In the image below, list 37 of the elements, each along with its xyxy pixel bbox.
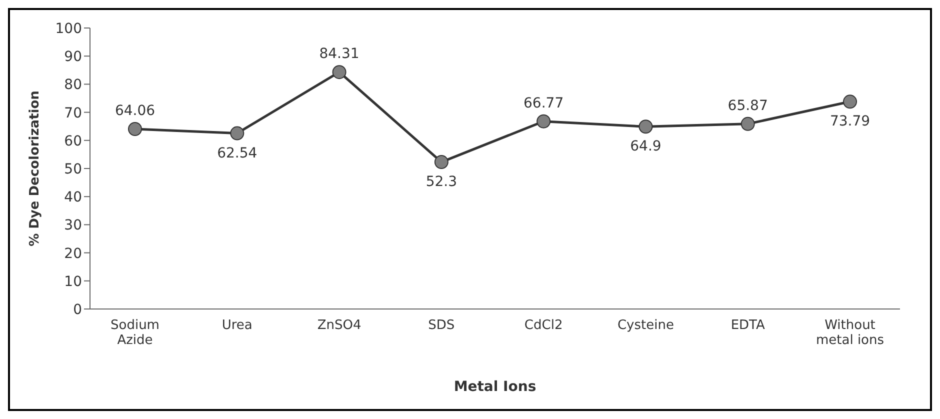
- data-label: 64.9: [630, 138, 662, 155]
- y-tick-label: 80: [64, 77, 82, 94]
- x-tick-label: SDS: [428, 318, 455, 333]
- point: [230, 126, 244, 140]
- x-tick-label: Sodium Azide: [110, 318, 160, 348]
- y-tick-label: 50: [64, 161, 82, 178]
- point: [434, 155, 448, 170]
- y-tick-label: 30: [64, 218, 82, 234]
- y-tick-label: 90: [64, 49, 82, 66]
- point: [638, 120, 653, 134]
- point: [536, 114, 551, 128]
- y-tick-label: 70: [64, 105, 82, 122]
- data-label: 84.31: [319, 46, 360, 62]
- y-axis-title: % Dye Decolorization: [28, 90, 43, 246]
- y-tick-label: 60: [64, 133, 82, 150]
- data-label: 66.77: [524, 95, 564, 112]
- y-tick-label: 40: [64, 190, 82, 206]
- x-axis-title: Metal Ions: [454, 379, 536, 395]
- y-tick-label: 10: [64, 274, 82, 290]
- data-label: 65.87: [728, 98, 768, 114]
- y-tick-label: 20: [64, 246, 82, 262]
- y-tick-label: 100: [55, 20, 82, 37]
- x-tick-label: CdCl2: [524, 318, 563, 333]
- point: [128, 122, 142, 136]
- data-label: 52.3: [426, 174, 458, 190]
- x-tick-label: Urea: [222, 318, 252, 333]
- data-label: 64.06: [114, 102, 156, 119]
- point: [843, 94, 857, 109]
- x-tick-label: Cysteine: [617, 318, 674, 333]
- point: [332, 65, 346, 80]
- x-tick-label: EDTA: [730, 318, 765, 333]
- x-tick-label: Without metal ions: [816, 318, 884, 348]
- data-label: 73.79: [830, 114, 870, 130]
- point: [740, 116, 755, 131]
- x-tick-label: ZnSO4: [317, 318, 362, 333]
- data-label: 62.54: [217, 145, 258, 162]
- y-tick-label: 0: [73, 302, 82, 318]
